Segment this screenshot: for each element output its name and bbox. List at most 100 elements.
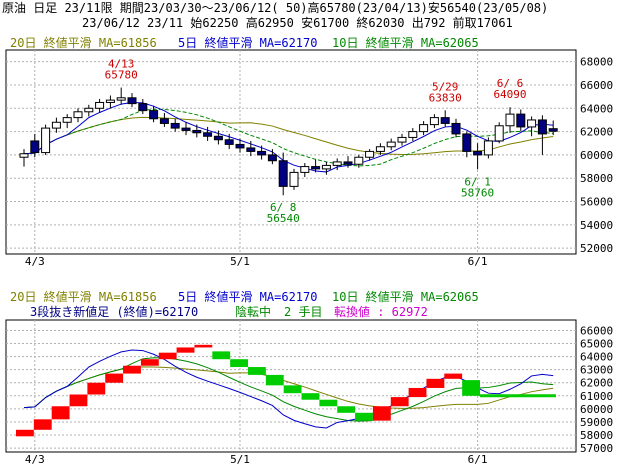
candle-body [159, 118, 169, 124]
candle [548, 120, 558, 136]
bottom-y-tick: 62000 [580, 377, 613, 390]
candle-body [19, 153, 29, 158]
candle [95, 98, 105, 113]
candle-body [332, 161, 342, 166]
candle-body [354, 156, 364, 165]
candle [73, 108, 83, 123]
candle [116, 87, 126, 105]
break-block [248, 367, 266, 375]
candle-body [397, 136, 407, 143]
annotation-date: 6/ 6 [497, 77, 524, 90]
break-block [372, 406, 391, 421]
candle [84, 104, 94, 117]
candle [62, 114, 72, 129]
candle [224, 133, 234, 150]
header-line-1: 原油 日足 23/11限 期間23/03/30～23/06/12( 50)高65… [2, 1, 549, 15]
candle-body [51, 121, 61, 129]
break-block [87, 382, 106, 395]
candle [311, 159, 321, 173]
candle-body [365, 150, 375, 158]
candle-body [116, 97, 126, 101]
candle [408, 128, 418, 141]
candle [246, 140, 256, 157]
break-block [462, 380, 480, 396]
annotation-date: 6/ 1 [464, 175, 491, 188]
bottom-legend-ma20: 20日 終値平滑 MA=61856 [10, 290, 157, 304]
break-block [194, 344, 213, 348]
break-block [390, 397, 409, 407]
break-block [265, 374, 284, 386]
ma10-line [23, 108, 554, 167]
candle-body [127, 97, 137, 105]
break-block [301, 393, 320, 400]
annotation-value: 56540 [267, 212, 300, 225]
candle-body [321, 164, 331, 170]
top-y-tick: 52000 [580, 242, 613, 255]
candle-body [386, 141, 396, 148]
candle [354, 154, 364, 168]
candle-body [343, 161, 353, 165]
candle [419, 121, 429, 136]
top-y-tick: 56000 [580, 196, 613, 209]
candle-body [149, 110, 159, 120]
break-block [319, 399, 338, 407]
bottom-x-tick: 6/1 [468, 453, 488, 466]
candle [257, 145, 267, 160]
candle [181, 122, 191, 136]
candle-body [419, 124, 429, 133]
top-x-tick: 4/3 [25, 255, 45, 268]
candle-body [311, 166, 321, 170]
top-y-tick: 66000 [580, 79, 613, 92]
candle-body [527, 119, 537, 128]
bottom-y-tick: 63000 [580, 364, 613, 377]
top-y-tick: 62000 [580, 126, 613, 139]
candle-body [170, 122, 180, 129]
annotation-date: 4/13 [108, 58, 135, 71]
candle-body [494, 125, 504, 142]
candle-body [278, 160, 288, 187]
break-block [16, 429, 34, 437]
break-block [337, 406, 356, 413]
candle [343, 156, 353, 168]
candle-body [451, 122, 461, 135]
candle [397, 133, 407, 146]
candle-body [483, 140, 493, 156]
candle [375, 143, 385, 155]
candle-body [192, 129, 202, 134]
candle-body [84, 107, 94, 113]
candle-body [289, 171, 299, 187]
top-legend-ma20: 20日 終値平滑 MA=61856 [10, 36, 157, 50]
bottom-y-tick: 57000 [580, 442, 613, 455]
top-y-tick: 54000 [580, 219, 613, 232]
bottom-y-tick: 61000 [580, 390, 613, 403]
candle-body [246, 147, 256, 152]
candle-body [41, 127, 51, 154]
breakline-reversal: 転換値 : 62972 [334, 305, 428, 319]
break-block [105, 373, 124, 383]
candle-body [505, 113, 515, 127]
top-plot-frame [5, 49, 577, 255]
candle [537, 115, 547, 155]
candle [149, 105, 159, 123]
breakline-count: 2 手目 [284, 305, 323, 319]
candle-body [548, 128, 558, 132]
break-block [355, 412, 373, 421]
candle-body [181, 127, 191, 131]
candle-body [440, 117, 450, 124]
candle [494, 122, 504, 144]
break-block [283, 385, 302, 394]
candle [170, 118, 180, 132]
annotation-date: 6/ 8 [270, 201, 297, 214]
three-line-break-panel: 5700058000590006000061000620006300064000… [5, 319, 613, 466]
candle [483, 137, 493, 159]
candle-body [138, 103, 148, 112]
candle [462, 131, 472, 158]
top-y-tick: 64000 [580, 102, 613, 115]
candle [235, 138, 245, 153]
candle [386, 138, 396, 151]
break-block [212, 351, 231, 360]
candle [19, 149, 29, 167]
bottom-y-tick: 58000 [580, 429, 613, 442]
candle-body [30, 140, 40, 154]
candlestick-panel: 52000 54000 56000 58000 60000 62000 64000 66000… [5, 49, 613, 268]
